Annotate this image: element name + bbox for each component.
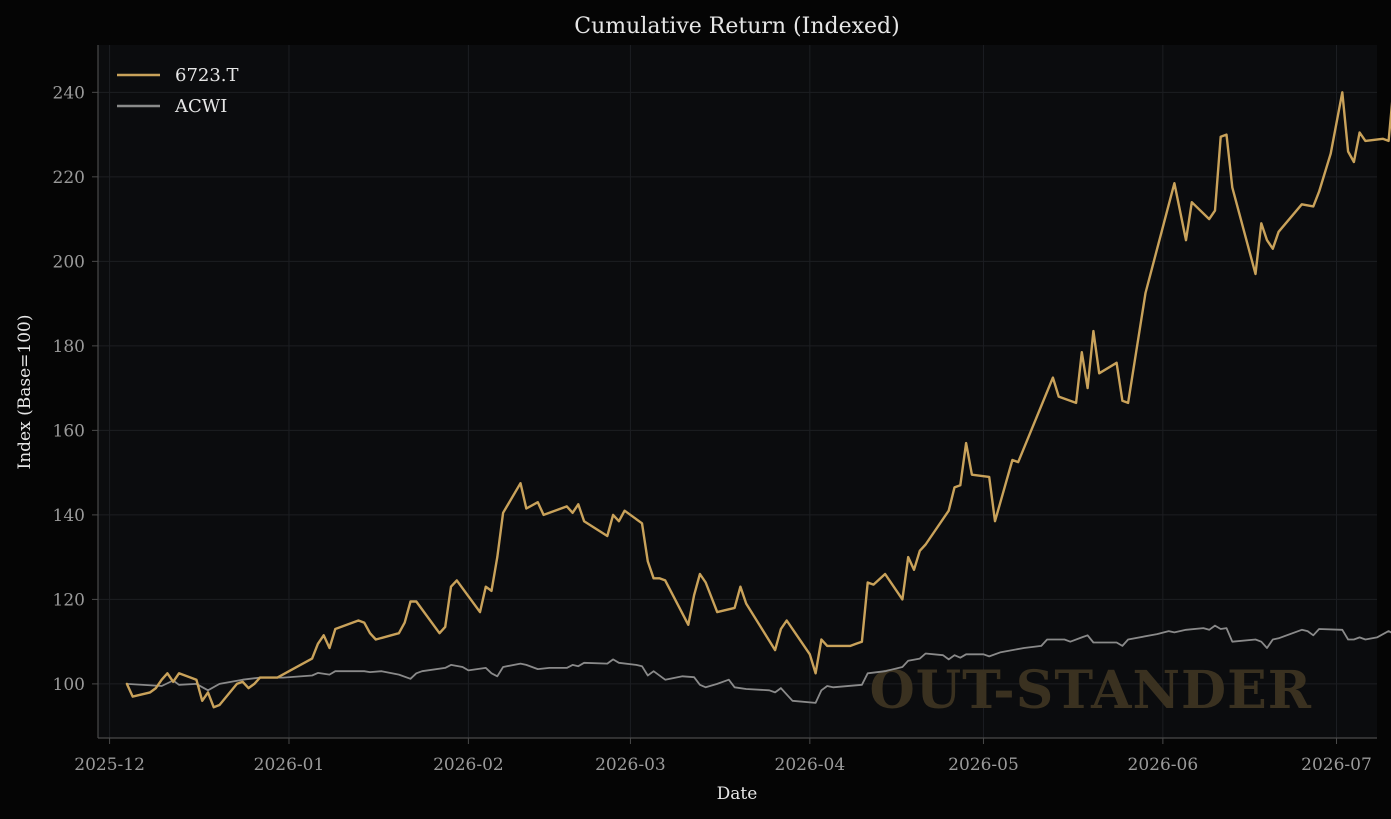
legend-label: ACWI	[174, 96, 227, 117]
legend: 6723.T ACWI	[117, 65, 239, 117]
y-tick-label: 240	[53, 83, 85, 103]
x-tick-label: 2026-07	[1301, 755, 1372, 775]
y-tick-label: 200	[53, 252, 85, 272]
x-tick-label: 2026-02	[433, 755, 504, 775]
series-line-acwi	[126, 624, 1391, 704]
x-tick-label: 2026-04	[775, 755, 846, 775]
y-axis-label: Index (Base=100)	[15, 315, 35, 470]
y-tick-label: 140	[53, 506, 85, 526]
y-tick-label: 220	[53, 168, 85, 188]
legend-label: 6723.T	[175, 65, 239, 86]
y-tick-label: 180	[53, 337, 85, 357]
y-tick-label: 160	[53, 421, 85, 441]
series-line-6723-t	[125, 91, 1391, 709]
x-tick-label: 2026-06	[1128, 755, 1199, 775]
watermark: OUT-STANDER	[869, 660, 1312, 721]
x-tick-label: 2025-12	[74, 755, 145, 775]
chart-title: Cumulative Return (Indexed)	[574, 14, 899, 39]
x-axis-ticks: 2025-12 2026-01 2026-02 2026-03 2026-04 2026-…	[74, 738, 1372, 775]
y-tick-label: 120	[53, 590, 85, 610]
x-tick-label: 2026-01	[254, 755, 325, 775]
x-tick-label: 2026-05	[948, 755, 1019, 775]
x-axis-label: Date	[717, 784, 758, 804]
y-tick-label: 100	[53, 675, 85, 695]
x-tick-label: 2026-03	[595, 755, 666, 775]
y-axis-ticks: 100 120 140 160 180 200 220 240	[53, 83, 98, 695]
plot-area	[98, 45, 1377, 738]
series-layer	[125, 91, 1391, 709]
